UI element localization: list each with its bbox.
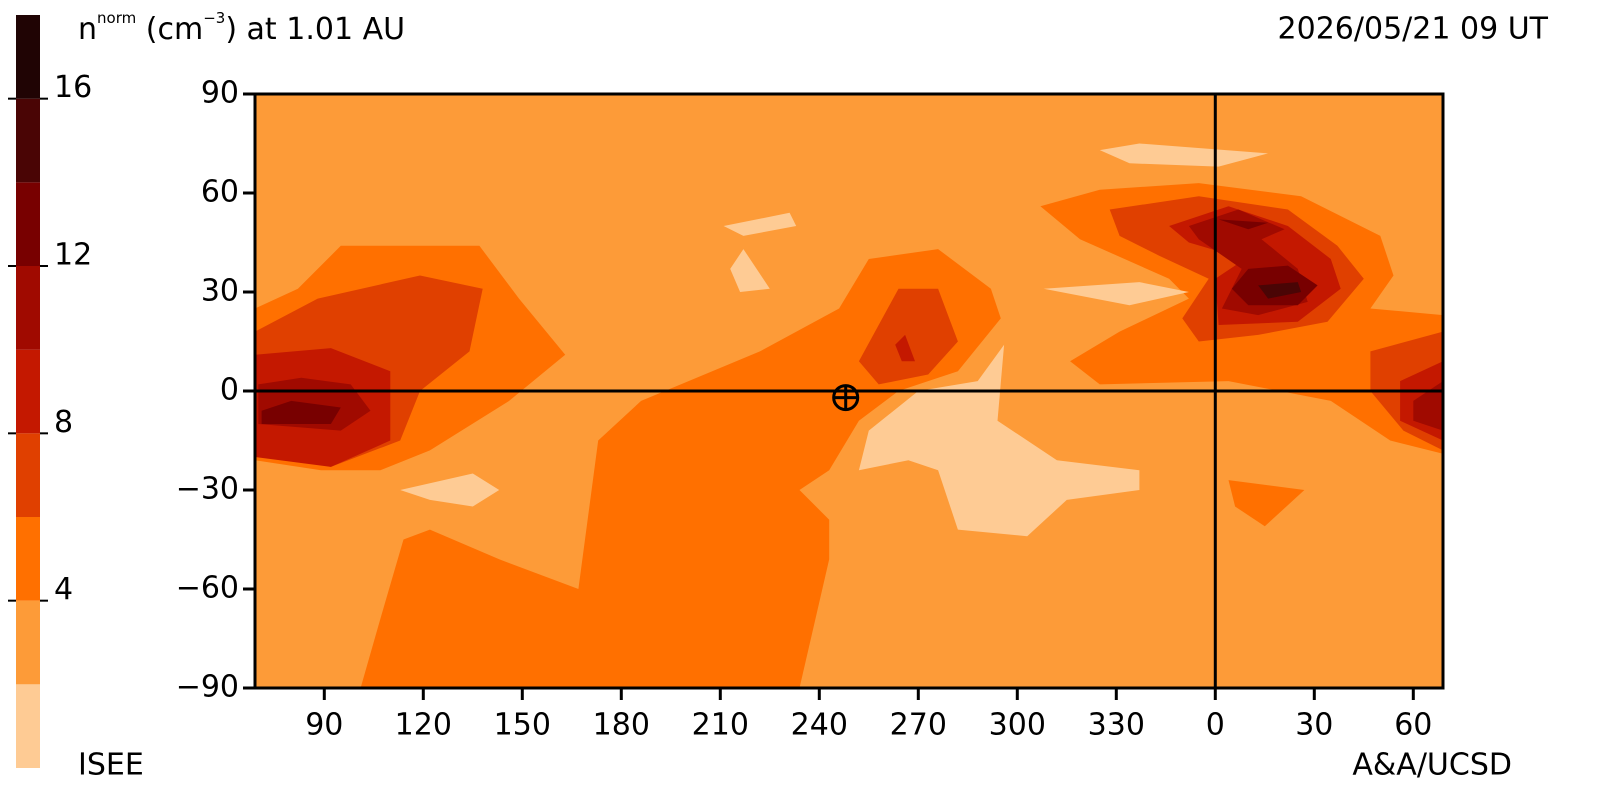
x-tick-label: 240 — [791, 708, 848, 743]
colorbar-band — [16, 517, 40, 601]
colorbar-band — [16, 349, 40, 434]
chart-title: nnorm (cm−3) at 1.01 AU — [78, 9, 405, 47]
y-tick-label: −30 — [176, 472, 239, 507]
y-tick-label: 0 — [220, 373, 239, 408]
y-tick-label: 90 — [201, 76, 239, 111]
y-tick-label: 60 — [201, 175, 239, 210]
x-tick-label: 330 — [1088, 708, 1145, 743]
colorbar-tick-label: 16 — [54, 70, 92, 105]
colorbar-band — [16, 98, 40, 183]
x-tick-label: 270 — [890, 708, 947, 743]
x-tick-label: 300 — [989, 708, 1046, 743]
title-part: ) at 1.01 AU — [225, 12, 405, 47]
contour-region — [360, 249, 1001, 688]
title-sup: norm — [97, 9, 136, 27]
contour-region — [1413, 381, 1443, 431]
date: 2026/05/21 09 UT — [1278, 12, 1549, 47]
credit: A&A/UCSD — [1352, 748, 1512, 783]
axes: 90 120 150 180 210 240 270 300 330 0 30 60−90−60−30… — [176, 76, 1445, 743]
colorbar-tick-label: 4 — [54, 572, 73, 607]
colorbar-tick-label: 12 — [54, 238, 92, 273]
earth-marker — [832, 384, 860, 412]
title-sup: −3 — [203, 9, 225, 27]
y-tick-label: −60 — [176, 571, 239, 606]
contour-region — [858, 288, 958, 385]
x-tick-label: 210 — [692, 708, 749, 743]
colorbar-band — [16, 266, 40, 350]
x-tick-label: 180 — [593, 708, 650, 743]
contour-region — [1258, 282, 1302, 299]
contour-region — [1099, 143, 1269, 167]
contour-region — [723, 212, 797, 236]
contour-region — [895, 334, 915, 362]
contour-region — [730, 249, 770, 292]
contour-region — [400, 473, 500, 507]
map — [255, 94, 1443, 688]
colorbar-band — [16, 600, 40, 685]
credit: ISEE — [78, 748, 144, 783]
regions — [255, 94, 1443, 688]
contour-region — [261, 400, 341, 424]
colorbar-band — [16, 15, 40, 99]
contour-region — [1218, 219, 1269, 230]
x-tick-label: 90 — [305, 708, 343, 743]
colorbar-band — [16, 684, 40, 768]
title-part: n — [78, 12, 97, 47]
colorbar-tick-label: 8 — [54, 405, 73, 440]
contour-region — [1043, 282, 1189, 306]
x-tick-label: 60 — [1394, 708, 1432, 743]
contour-region — [858, 344, 1140, 537]
colorbar: 4 8 12 16 — [8, 15, 92, 768]
contour-region — [1228, 480, 1305, 527]
x-tick-label: 120 — [395, 708, 452, 743]
x-tick-label: 150 — [494, 708, 551, 743]
colorbar-band — [16, 182, 40, 266]
x-tick-label: 0 — [1206, 708, 1225, 743]
colorbar-band — [16, 433, 40, 517]
y-tick-label: −90 — [176, 670, 239, 705]
title-part: (cm — [136, 12, 203, 47]
y-tick-label: 30 — [201, 274, 239, 309]
x-tick-label: 30 — [1295, 708, 1333, 743]
